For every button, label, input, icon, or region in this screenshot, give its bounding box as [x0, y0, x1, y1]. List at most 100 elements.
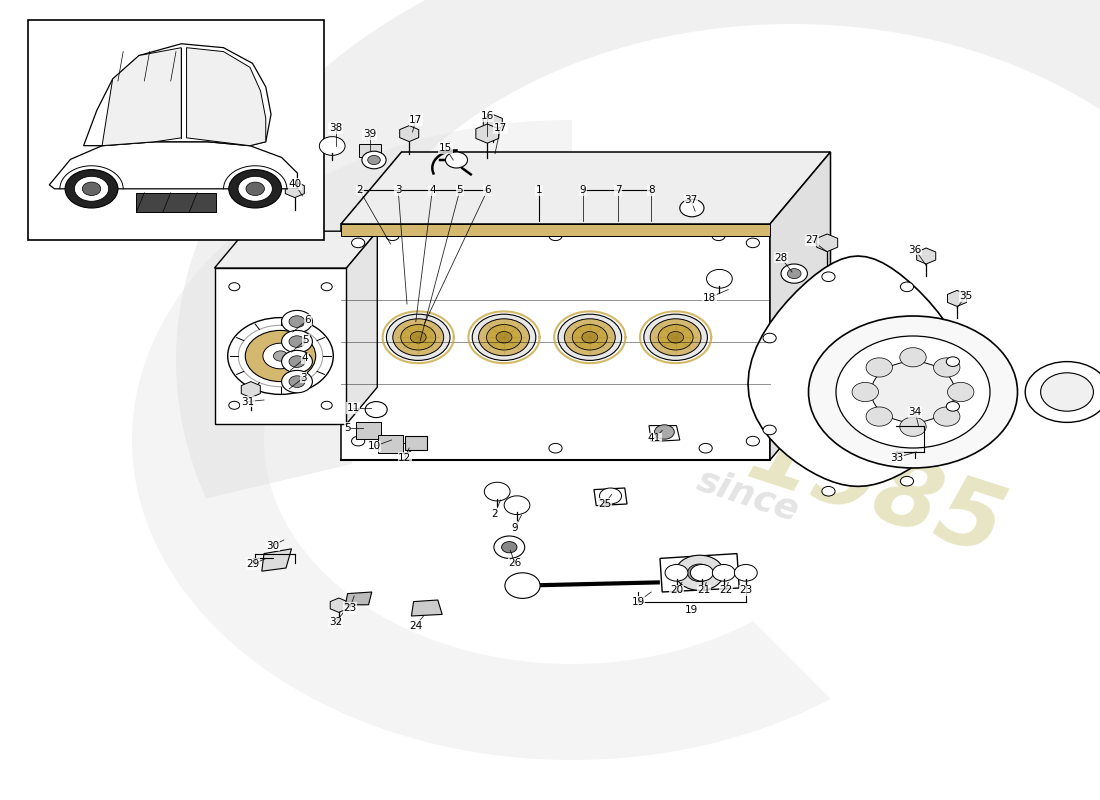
Circle shape	[781, 264, 807, 283]
Circle shape	[398, 443, 411, 453]
Circle shape	[321, 282, 332, 290]
Text: 2: 2	[356, 186, 363, 195]
Circle shape	[549, 443, 562, 453]
Text: 5: 5	[344, 423, 351, 433]
Circle shape	[282, 350, 312, 373]
Text: 17: 17	[494, 123, 507, 133]
Circle shape	[229, 402, 240, 410]
Circle shape	[746, 436, 759, 446]
Text: eurc: eurc	[638, 223, 903, 392]
Circle shape	[852, 382, 879, 402]
Text: 1985: 1985	[737, 407, 1015, 576]
Circle shape	[934, 407, 960, 426]
Text: 6: 6	[305, 315, 311, 325]
Bar	[405, 436, 427, 450]
Text: 6: 6	[484, 186, 491, 195]
Circle shape	[735, 565, 757, 581]
Text: 5: 5	[302, 335, 309, 345]
Polygon shape	[214, 268, 346, 424]
Circle shape	[700, 443, 713, 453]
Circle shape	[282, 370, 312, 393]
Text: 34: 34	[909, 407, 922, 417]
Circle shape	[446, 152, 468, 168]
Circle shape	[788, 269, 801, 278]
Text: 4: 4	[301, 354, 308, 363]
Text: 3: 3	[395, 186, 402, 195]
Circle shape	[367, 155, 381, 165]
Polygon shape	[241, 382, 261, 398]
Polygon shape	[341, 224, 770, 460]
Text: 9: 9	[512, 523, 518, 533]
Circle shape	[712, 231, 725, 241]
Polygon shape	[660, 554, 739, 592]
Text: 17: 17	[409, 115, 422, 125]
Circle shape	[505, 573, 540, 598]
Circle shape	[229, 170, 282, 208]
Text: 32: 32	[329, 618, 342, 627]
Text: 12: 12	[398, 453, 411, 462]
Text: 15: 15	[439, 143, 452, 153]
Text: 31: 31	[241, 397, 254, 406]
Circle shape	[486, 325, 521, 350]
Text: 5: 5	[456, 186, 463, 195]
Circle shape	[675, 555, 724, 590]
Circle shape	[246, 182, 264, 195]
Polygon shape	[50, 142, 297, 189]
Polygon shape	[649, 426, 680, 442]
Circle shape	[289, 356, 305, 367]
Text: arcs: arcs	[660, 300, 936, 480]
Circle shape	[934, 358, 960, 377]
Polygon shape	[748, 256, 968, 486]
Circle shape	[478, 318, 529, 356]
Circle shape	[668, 331, 683, 343]
Circle shape	[901, 282, 914, 292]
Circle shape	[365, 402, 387, 418]
Bar	[341, 224, 770, 236]
Circle shape	[763, 425, 777, 434]
Text: 35: 35	[959, 291, 972, 301]
Polygon shape	[262, 549, 292, 571]
Circle shape	[289, 316, 305, 327]
Circle shape	[504, 496, 530, 514]
Polygon shape	[132, 120, 830, 760]
Text: 22: 22	[719, 586, 733, 595]
Circle shape	[582, 331, 597, 343]
Text: since: since	[693, 463, 804, 528]
Circle shape	[393, 318, 443, 356]
Circle shape	[901, 476, 914, 486]
Circle shape	[549, 231, 562, 241]
Circle shape	[282, 330, 312, 353]
Text: 40: 40	[288, 179, 301, 189]
Polygon shape	[399, 126, 419, 142]
Circle shape	[282, 310, 312, 333]
Circle shape	[386, 231, 399, 241]
Circle shape	[238, 176, 273, 202]
Text: 19: 19	[685, 605, 698, 614]
Circle shape	[386, 314, 450, 361]
Circle shape	[352, 436, 365, 446]
Circle shape	[472, 314, 536, 361]
Circle shape	[319, 137, 345, 155]
Circle shape	[572, 325, 607, 350]
Text: 19: 19	[631, 597, 645, 606]
Circle shape	[289, 376, 305, 387]
Circle shape	[654, 425, 674, 439]
Circle shape	[763, 334, 777, 343]
Text: 25: 25	[598, 499, 612, 509]
Text: 21: 21	[697, 586, 711, 595]
Circle shape	[263, 343, 298, 369]
Text: 2: 2	[492, 509, 498, 518]
Circle shape	[65, 170, 118, 208]
Circle shape	[400, 325, 436, 350]
Circle shape	[496, 331, 512, 343]
Circle shape	[558, 314, 622, 361]
Circle shape	[484, 482, 510, 501]
Circle shape	[713, 565, 735, 581]
Circle shape	[644, 314, 707, 361]
Circle shape	[822, 272, 835, 282]
Text: 9: 9	[580, 186, 586, 195]
Text: 33: 33	[890, 453, 903, 462]
Circle shape	[706, 270, 733, 288]
Circle shape	[822, 486, 835, 496]
Circle shape	[650, 318, 701, 356]
